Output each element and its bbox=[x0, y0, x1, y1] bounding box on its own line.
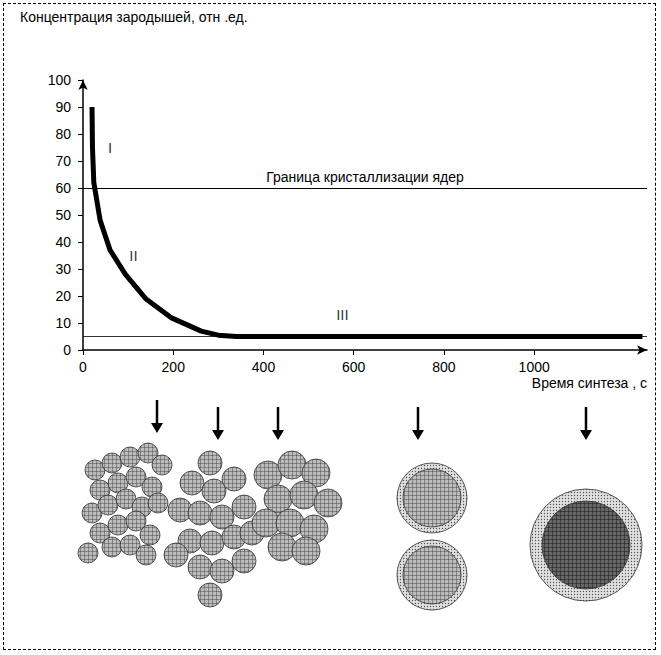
svg-text:80: 80 bbox=[55, 126, 71, 142]
svg-text:70: 70 bbox=[55, 153, 71, 169]
svg-text:III: III bbox=[336, 306, 349, 323]
svg-text:50: 50 bbox=[55, 207, 71, 223]
svg-text:90: 90 bbox=[55, 99, 71, 115]
svg-text:60: 60 bbox=[55, 180, 71, 196]
svg-text:10: 10 bbox=[55, 315, 71, 331]
svg-text:800: 800 bbox=[432, 359, 456, 375]
svg-text:400: 400 bbox=[252, 359, 276, 375]
svg-text:Граница кристаллизации ядер: Граница кристаллизации ядер bbox=[266, 169, 464, 185]
svg-text:20: 20 bbox=[55, 288, 71, 304]
svg-text:600: 600 bbox=[342, 359, 366, 375]
svg-text:Концентрация зародышей, отн .е: Концентрация зародышей, отн .ед. bbox=[20, 9, 248, 25]
svg-text:30: 30 bbox=[55, 261, 71, 277]
svg-text:200: 200 bbox=[162, 359, 186, 375]
svg-text:1000: 1000 bbox=[519, 359, 550, 375]
svg-text:I: I bbox=[108, 139, 112, 156]
svg-text:0: 0 bbox=[79, 359, 87, 375]
svg-text:40: 40 bbox=[55, 234, 71, 250]
svg-text:Время синтеза , с: Время синтеза , с bbox=[532, 375, 647, 391]
svg-text:II: II bbox=[129, 247, 137, 264]
svg-text:100: 100 bbox=[48, 72, 72, 88]
svg-text:0: 0 bbox=[63, 342, 71, 358]
